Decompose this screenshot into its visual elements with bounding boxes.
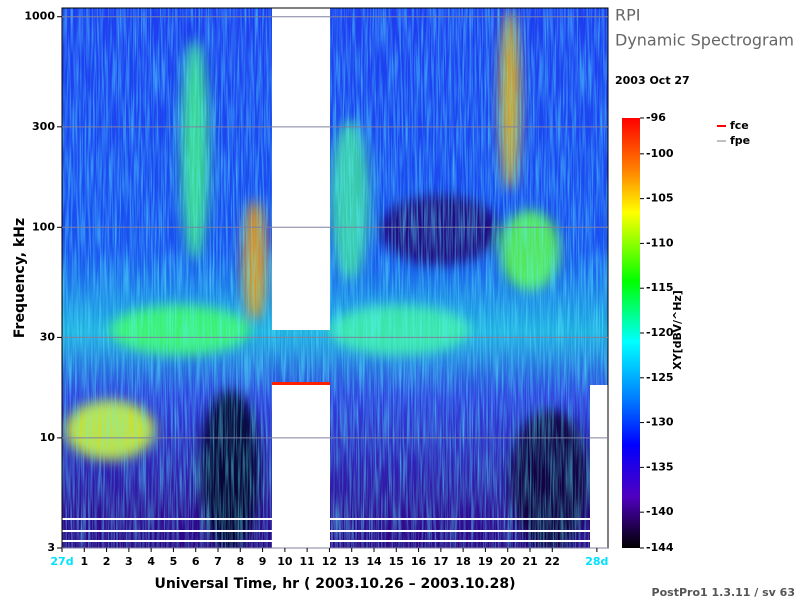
y-tick-label: 3: [47, 541, 55, 554]
x-tick-label: 11: [299, 555, 314, 568]
y-tick-label: 300: [32, 120, 55, 133]
colorbar-tick-label: -140: [646, 505, 674, 518]
legend-label: fce: [730, 119, 749, 132]
footer: PostPro1 1.3.11 / sv 63: [652, 586, 795, 599]
colorbar-tick-label: -115: [646, 281, 674, 294]
x-tick-label: 20: [500, 555, 516, 568]
x-tick-label: 28d: [585, 555, 608, 568]
x-tick-label: 18: [455, 555, 470, 568]
x-axis-label: Universal Time, hr ( 2003.10.26 – 2003.1…: [154, 576, 515, 592]
colorbar-tick-label: -100: [646, 147, 674, 160]
colorbar-tick-label: -135: [646, 460, 674, 473]
x-tick-label: 4: [147, 555, 155, 568]
x-tick-label: 22: [545, 555, 560, 568]
x-tick-label: 14: [366, 555, 382, 568]
spectrogram: [62, 8, 608, 548]
x-tick-label: 1: [80, 555, 88, 568]
x-tick-label: 13: [344, 555, 359, 568]
date: 2003 Oct 27: [615, 74, 690, 87]
colorbar-tick-label: -120: [646, 326, 674, 339]
x-tick-label: 5: [170, 555, 178, 568]
x-tick-label: 17: [433, 555, 448, 568]
colorbar-tick-label: -96: [646, 111, 666, 124]
x-tick-label: 19: [478, 555, 493, 568]
legend-label: fpe: [730, 134, 750, 147]
x-tick-label: 10: [277, 555, 293, 568]
x-tick-label: 9: [259, 555, 267, 568]
x-tick-label: 15: [389, 555, 404, 568]
colorbar: [622, 118, 640, 548]
x-tick-label: 7: [214, 555, 222, 568]
y-tick-label: 100: [32, 220, 55, 233]
x-tick-label: 6: [192, 555, 200, 568]
colorbar-label: XY[dBV/^Hz]: [671, 290, 684, 370]
colorbar-tick-label: -130: [646, 416, 674, 429]
x-tick-label: 27d: [50, 555, 73, 568]
colorbar-tick-label: -144: [646, 541, 674, 554]
x-tick-label: 2: [103, 555, 111, 568]
x-tick-label: 12: [322, 555, 337, 568]
title: RPI: [615, 6, 640, 25]
colorbar-tick-label: -105: [646, 192, 674, 205]
x-tick-label: 3: [125, 555, 133, 568]
colorbar-tick-label: -125: [646, 371, 674, 384]
y-tick-label: 10: [40, 431, 56, 444]
x-tick-label: 16: [411, 555, 427, 568]
x-tick-label: 8: [236, 555, 244, 568]
y-axis-label: Frequency, kHz: [12, 218, 28, 338]
y-tick-label: 30: [40, 330, 56, 343]
colorbar-tick-label: -110: [646, 236, 674, 249]
x-tick-label: 21: [522, 555, 537, 568]
subtitle: Dynamic Spectrogram: [615, 31, 794, 50]
y-tick-label: 1000: [24, 10, 55, 23]
